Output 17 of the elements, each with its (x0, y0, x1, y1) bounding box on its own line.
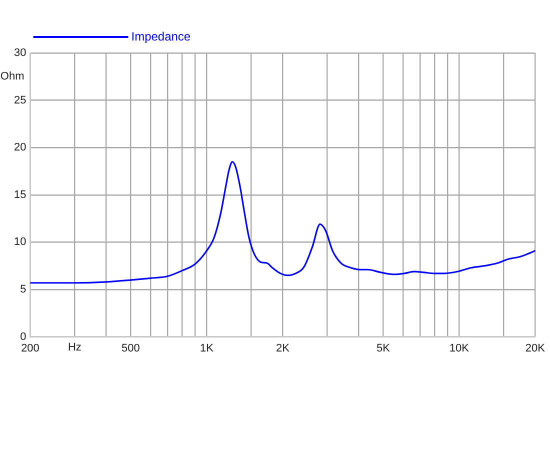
y-tick-label: 0 (20, 330, 26, 343)
x-tick-label: 500 (122, 342, 140, 354)
y-axis-title: Ohm (0, 70, 24, 83)
x-tick-label: 2K (276, 342, 290, 354)
x-tick-label: 20K (525, 342, 546, 354)
x-tick-label: 10K (449, 342, 470, 354)
y-tick-label: 25 (14, 94, 26, 106)
y-tick-label: 20 (14, 142, 26, 154)
x-tick-label: 5K (376, 342, 391, 354)
x-tick-label: 1K (200, 342, 214, 354)
y-tick-label: 30 (14, 47, 26, 60)
y-tick-label: 15 (14, 188, 26, 201)
text: Impedance (131, 29, 191, 44)
y-tick-label: 5 (20, 284, 26, 296)
y-tick-label: 10 (14, 236, 26, 248)
x-tick-label: 200 (21, 342, 40, 354)
x-axis-title: Hz (68, 341, 82, 354)
